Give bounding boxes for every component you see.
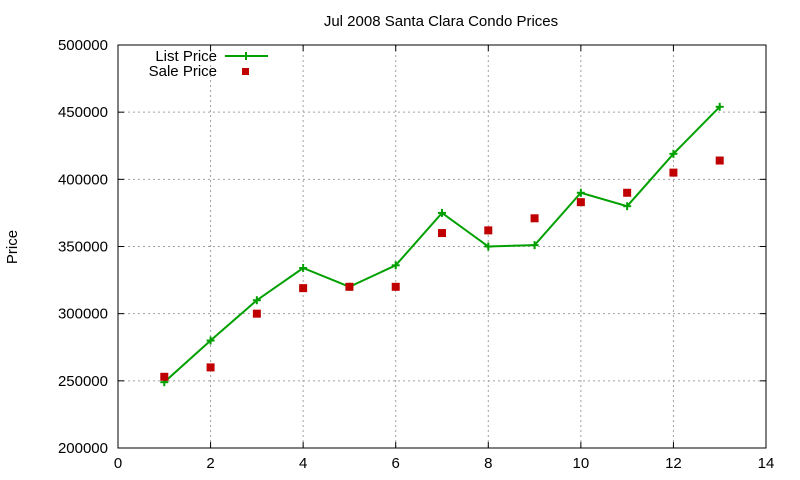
chart-title: Jul 2008 Santa Clara Condo Prices — [324, 13, 558, 30]
x-tick-label: 4 — [299, 455, 307, 472]
data-point-sale-price — [715, 156, 724, 165]
data-point-sale-price — [669, 168, 678, 177]
data-point-list-price — [715, 102, 724, 111]
data-point-list-price — [530, 241, 539, 250]
data-point-sale-price — [484, 226, 493, 235]
axis-ticks: 0 2 4 6 8 10 12 14 200000 250000 300000 350000 40000… — [58, 37, 774, 472]
grid-lines — [118, 45, 766, 448]
y-tick-label: 450000 — [58, 104, 108, 121]
x-tick-label: 10 — [573, 455, 590, 472]
data-point-list-price — [299, 263, 308, 272]
y-tick-label: 350000 — [58, 239, 108, 256]
legend-label-sale-price: Sale Price — [149, 63, 217, 80]
data-point-sale-price — [576, 198, 585, 207]
data-point-list-price — [669, 149, 678, 158]
y-tick-label: 400000 — [58, 171, 108, 188]
series-line-list-price — [163, 106, 721, 383]
legend-label-list-price: List Price — [155, 48, 217, 65]
x-tick-label: 0 — [114, 455, 122, 472]
x-tick-label: 2 — [206, 455, 214, 472]
y-tick-label: 500000 — [58, 37, 108, 54]
data-point-sale-price — [391, 282, 400, 291]
x-tick-label: 14 — [758, 455, 775, 472]
data-point-list-price — [206, 336, 215, 345]
legend-marker-list-price — [242, 52, 250, 60]
data-point-sale-price — [160, 372, 169, 381]
data-point-list-price — [576, 188, 585, 197]
data-point-sale-price — [206, 363, 215, 372]
data-point-sale-price — [299, 284, 308, 293]
data-point-sale-price — [252, 309, 261, 318]
legend: List Price Sale Price — [149, 48, 268, 80]
data-point-sale-price — [530, 214, 539, 223]
x-tick-label: 8 — [484, 455, 492, 472]
data-point-sale-price — [438, 229, 446, 238]
x-tick-label: 6 — [392, 455, 400, 472]
x-tick-label: 12 — [665, 455, 682, 472]
y-tick-label: 250000 — [58, 373, 108, 390]
data-point-sale-price — [345, 282, 354, 291]
data-marks — [160, 102, 724, 387]
y-axis-label: Price — [4, 230, 21, 264]
data-point-sale-price — [623, 188, 632, 197]
data-point-list-price — [438, 208, 446, 217]
legend-marker-sale-price — [242, 68, 249, 75]
data-point-list-price — [391, 261, 400, 270]
data-point-list-price — [252, 296, 261, 305]
data-point-list-price — [484, 242, 493, 251]
y-tick-label: 300000 — [58, 306, 108, 323]
data-point-list-price — [623, 202, 632, 211]
y-tick-label: 200000 — [58, 440, 108, 457]
